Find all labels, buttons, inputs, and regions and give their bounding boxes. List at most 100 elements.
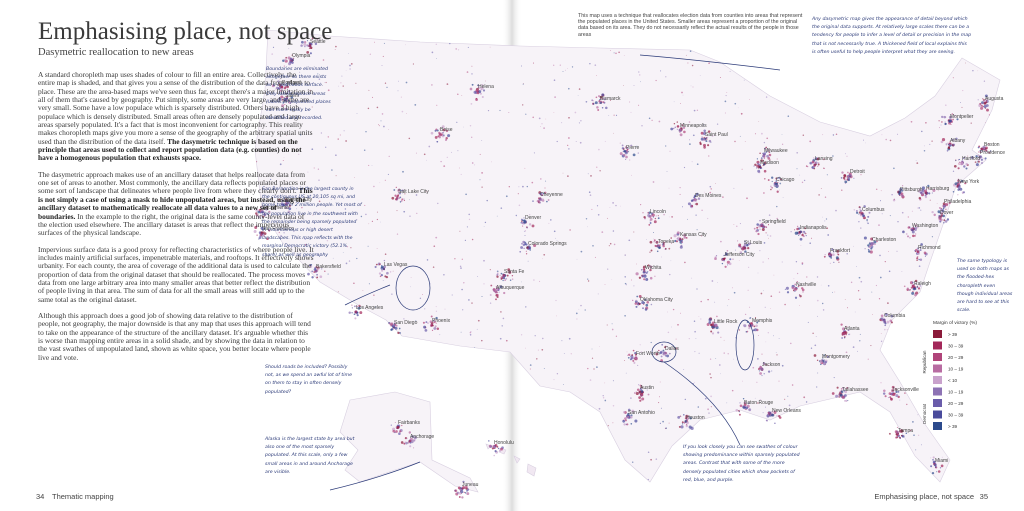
populated-area [918,196,922,200]
populated-area [651,213,655,217]
populated-area [381,65,383,66]
populated-area [598,407,601,410]
populated-area [711,332,715,335]
populated-area [632,153,636,157]
populated-area [843,174,847,178]
populated-area [684,398,686,401]
populated-area [862,213,864,215]
populated-area [682,94,684,96]
populated-area [260,205,262,208]
populated-area [653,239,656,242]
populated-area [500,278,503,280]
populated-area [695,202,699,206]
populated-area [587,278,589,280]
populated-area [708,321,712,324]
populated-area [952,143,956,146]
populated-area [927,187,930,189]
populated-area [426,159,428,161]
populated-area [399,266,402,268]
populated-area [911,291,915,295]
populated-area [638,71,640,73]
populated-area [728,299,730,301]
populated-area [671,326,672,328]
populated-area [658,396,661,398]
populated-area [716,123,719,125]
populated-area [917,414,919,416]
populated-area [698,352,700,354]
populated-area [681,421,684,424]
populated-area [435,322,437,324]
populated-area [788,404,791,407]
city-label: Topeka [658,239,674,245]
city-label: Dallas [665,346,679,352]
populated-area [395,186,397,188]
populated-area [805,401,808,403]
populated-area [734,102,737,105]
populated-area [630,397,632,399]
populated-area [879,200,882,202]
populated-area [747,246,750,250]
populated-area [718,364,721,366]
populated-area [539,280,541,282]
populated-area [601,93,605,97]
populated-area [941,456,943,458]
populated-area [866,221,868,223]
populated-area [674,126,677,129]
populated-area [747,289,749,291]
populated-area [726,250,729,252]
populated-area [977,70,979,72]
populated-area [647,214,651,217]
populated-area [690,85,692,87]
populated-area [379,275,382,278]
populated-area [631,409,635,413]
city-label: Juneau [462,482,479,488]
populated-area [367,245,369,247]
populated-area [881,213,883,215]
populated-area [599,102,601,104]
populated-area [778,338,780,339]
populated-area [914,249,916,252]
populated-area [594,64,597,66]
populated-area [623,150,627,153]
populated-area [774,422,776,424]
populated-area [876,240,878,243]
populated-area [596,366,598,368]
populated-area [340,223,342,225]
populated-area [938,120,940,122]
populated-area [702,143,707,147]
populated-area [628,239,631,242]
populated-area [753,227,756,230]
populated-area [568,337,571,340]
populated-area [635,305,638,308]
populated-area [522,225,524,227]
populated-area [965,167,968,170]
populated-area [502,279,504,282]
populated-area [658,349,660,352]
populated-area [471,83,474,86]
populated-area [303,43,307,47]
populated-area [391,196,395,200]
populated-area [277,80,280,83]
populated-area [794,229,796,231]
populated-area [531,181,534,184]
populated-area [949,140,951,142]
populated-area [526,226,528,229]
populated-area [504,277,506,279]
populated-area [288,101,291,104]
populated-area [771,370,773,372]
populated-area [661,343,664,346]
populated-area [368,89,370,91]
populated-area [489,46,491,48]
populated-area [396,194,400,197]
populated-area [624,314,626,317]
populated-area [487,110,490,112]
populated-area [767,370,771,373]
populated-area [841,337,843,339]
populated-area [584,309,586,311]
populated-area [767,157,771,160]
populated-area [540,126,541,127]
populated-area [604,284,606,285]
populated-area [941,121,943,123]
city-label: Cheyenne [540,192,563,198]
populated-area [771,186,773,189]
